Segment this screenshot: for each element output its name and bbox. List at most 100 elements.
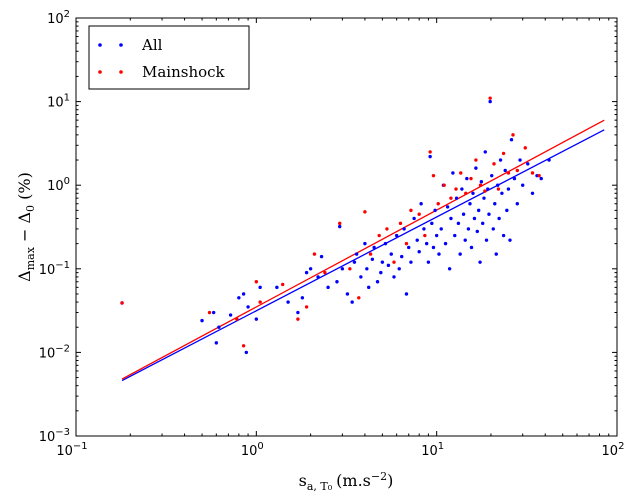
point-all-69 (454, 196, 459, 200)
point-all-15 (300, 296, 305, 300)
point-all-89 (484, 238, 489, 242)
point-mainshock-35 (483, 189, 487, 193)
point-all-54 (426, 260, 431, 264)
legend-marker-all (119, 43, 123, 47)
point-mainshock-12 (348, 267, 352, 271)
plot-frame (75, 17, 618, 437)
point-all-13 (286, 300, 290, 304)
point-all-22 (338, 224, 342, 229)
point-all-88 (483, 150, 487, 154)
y-tick-label: 10−3 (39, 427, 70, 445)
point-all-18 (316, 275, 320, 279)
point-all-84 (478, 260, 482, 264)
point-all-7 (241, 292, 246, 296)
point-mainshock-34 (478, 183, 483, 187)
point-mainshock-27 (442, 183, 446, 187)
point-mainshock-24 (428, 150, 432, 154)
y-tick-label: 100 (47, 176, 70, 194)
point-all-27 (354, 252, 359, 256)
point-all-2 (211, 310, 216, 315)
point-all-28 (359, 275, 363, 279)
point-all-53 (424, 241, 429, 246)
point-mainshock-0 (120, 301, 124, 305)
point-mainshock-18 (392, 260, 396, 264)
point-all-75 (465, 176, 469, 181)
point-all-93 (490, 173, 494, 178)
point-mainshock-45 (537, 173, 541, 178)
point-all-112 (530, 191, 535, 196)
point-all-31 (367, 285, 371, 290)
point-all-107 (512, 176, 517, 181)
point-all-104 (506, 187, 511, 191)
point-mainshock-2 (235, 317, 239, 321)
point-mainshock-13 (357, 296, 361, 300)
point-all-73 (461, 212, 466, 216)
point-all-20 (326, 285, 330, 290)
point-all-1 (200, 318, 204, 323)
point-all-71 (458, 252, 462, 256)
point-mainshock-42 (515, 168, 520, 173)
point-mainshock-14 (363, 210, 367, 214)
point-all-10 (254, 317, 259, 321)
point-mainshock-40 (506, 171, 511, 175)
point-all-5 (228, 313, 233, 317)
point-all-29 (363, 241, 367, 246)
point-all-50 (417, 250, 421, 254)
point-all-38 (386, 263, 391, 268)
point-all-94 (491, 227, 495, 231)
point-all-14 (296, 310, 300, 315)
point-all-105 (508, 238, 512, 242)
y-tick-label: 102 (47, 9, 70, 27)
point-all-103 (505, 208, 509, 213)
y-tick-label: 10−2 (39, 343, 70, 361)
legend-label-all: All (141, 36, 163, 54)
point-all-48 (412, 216, 416, 221)
point-all-59 (434, 233, 439, 238)
point-mainshock-36 (488, 96, 492, 100)
point-all-44 (402, 227, 406, 231)
legend-marker-mainshock (98, 70, 102, 74)
point-all-39 (389, 252, 393, 256)
point-mainshock-5 (258, 300, 262, 304)
point-all-64 (445, 205, 450, 209)
point-all-25 (350, 300, 354, 304)
point-all-45 (404, 292, 409, 296)
point-mainshock-10 (323, 270, 327, 275)
point-mainshock-19 (398, 221, 403, 226)
point-all-8 (244, 350, 249, 355)
legend: All Mainshock (88, 25, 250, 90)
x-axis-label: sa, T₀ (m.s−2) (299, 470, 394, 492)
point-all-95 (493, 202, 497, 206)
point-all-97 (496, 183, 500, 187)
point-all-82 (475, 229, 479, 234)
point-all-91 (487, 212, 491, 216)
point-all-43 (400, 254, 404, 259)
point-all-19 (319, 254, 324, 259)
point-all-49 (415, 238, 419, 242)
point-all-35 (379, 270, 383, 275)
point-mainshock-20 (404, 241, 409, 246)
y-axis-label: Δmax − Δ0 (%) (15, 172, 37, 282)
point-all-3 (214, 341, 219, 345)
point-all-42 (397, 267, 401, 271)
point-all-68 (453, 233, 457, 238)
legend-marker-all (98, 43, 102, 47)
point-all-96 (494, 252, 498, 256)
point-mainshock-39 (501, 151, 506, 156)
point-all-70 (456, 221, 461, 226)
point-all-109 (518, 158, 522, 162)
point-all-102 (503, 168, 507, 173)
point-all-57 (431, 245, 436, 250)
point-all-99 (498, 158, 503, 162)
point-all-67 (451, 171, 455, 175)
point-mainshock-6 (280, 282, 285, 287)
point-mainshock-41 (511, 133, 515, 137)
point-mainshock-22 (417, 212, 421, 216)
point-all-81 (474, 166, 478, 170)
point-all-83 (476, 208, 481, 213)
point-all-16 (304, 270, 309, 275)
point-all-98 (497, 216, 501, 221)
point-all-110 (521, 183, 525, 187)
point-all-40 (392, 275, 396, 279)
point-all-76 (466, 227, 471, 231)
